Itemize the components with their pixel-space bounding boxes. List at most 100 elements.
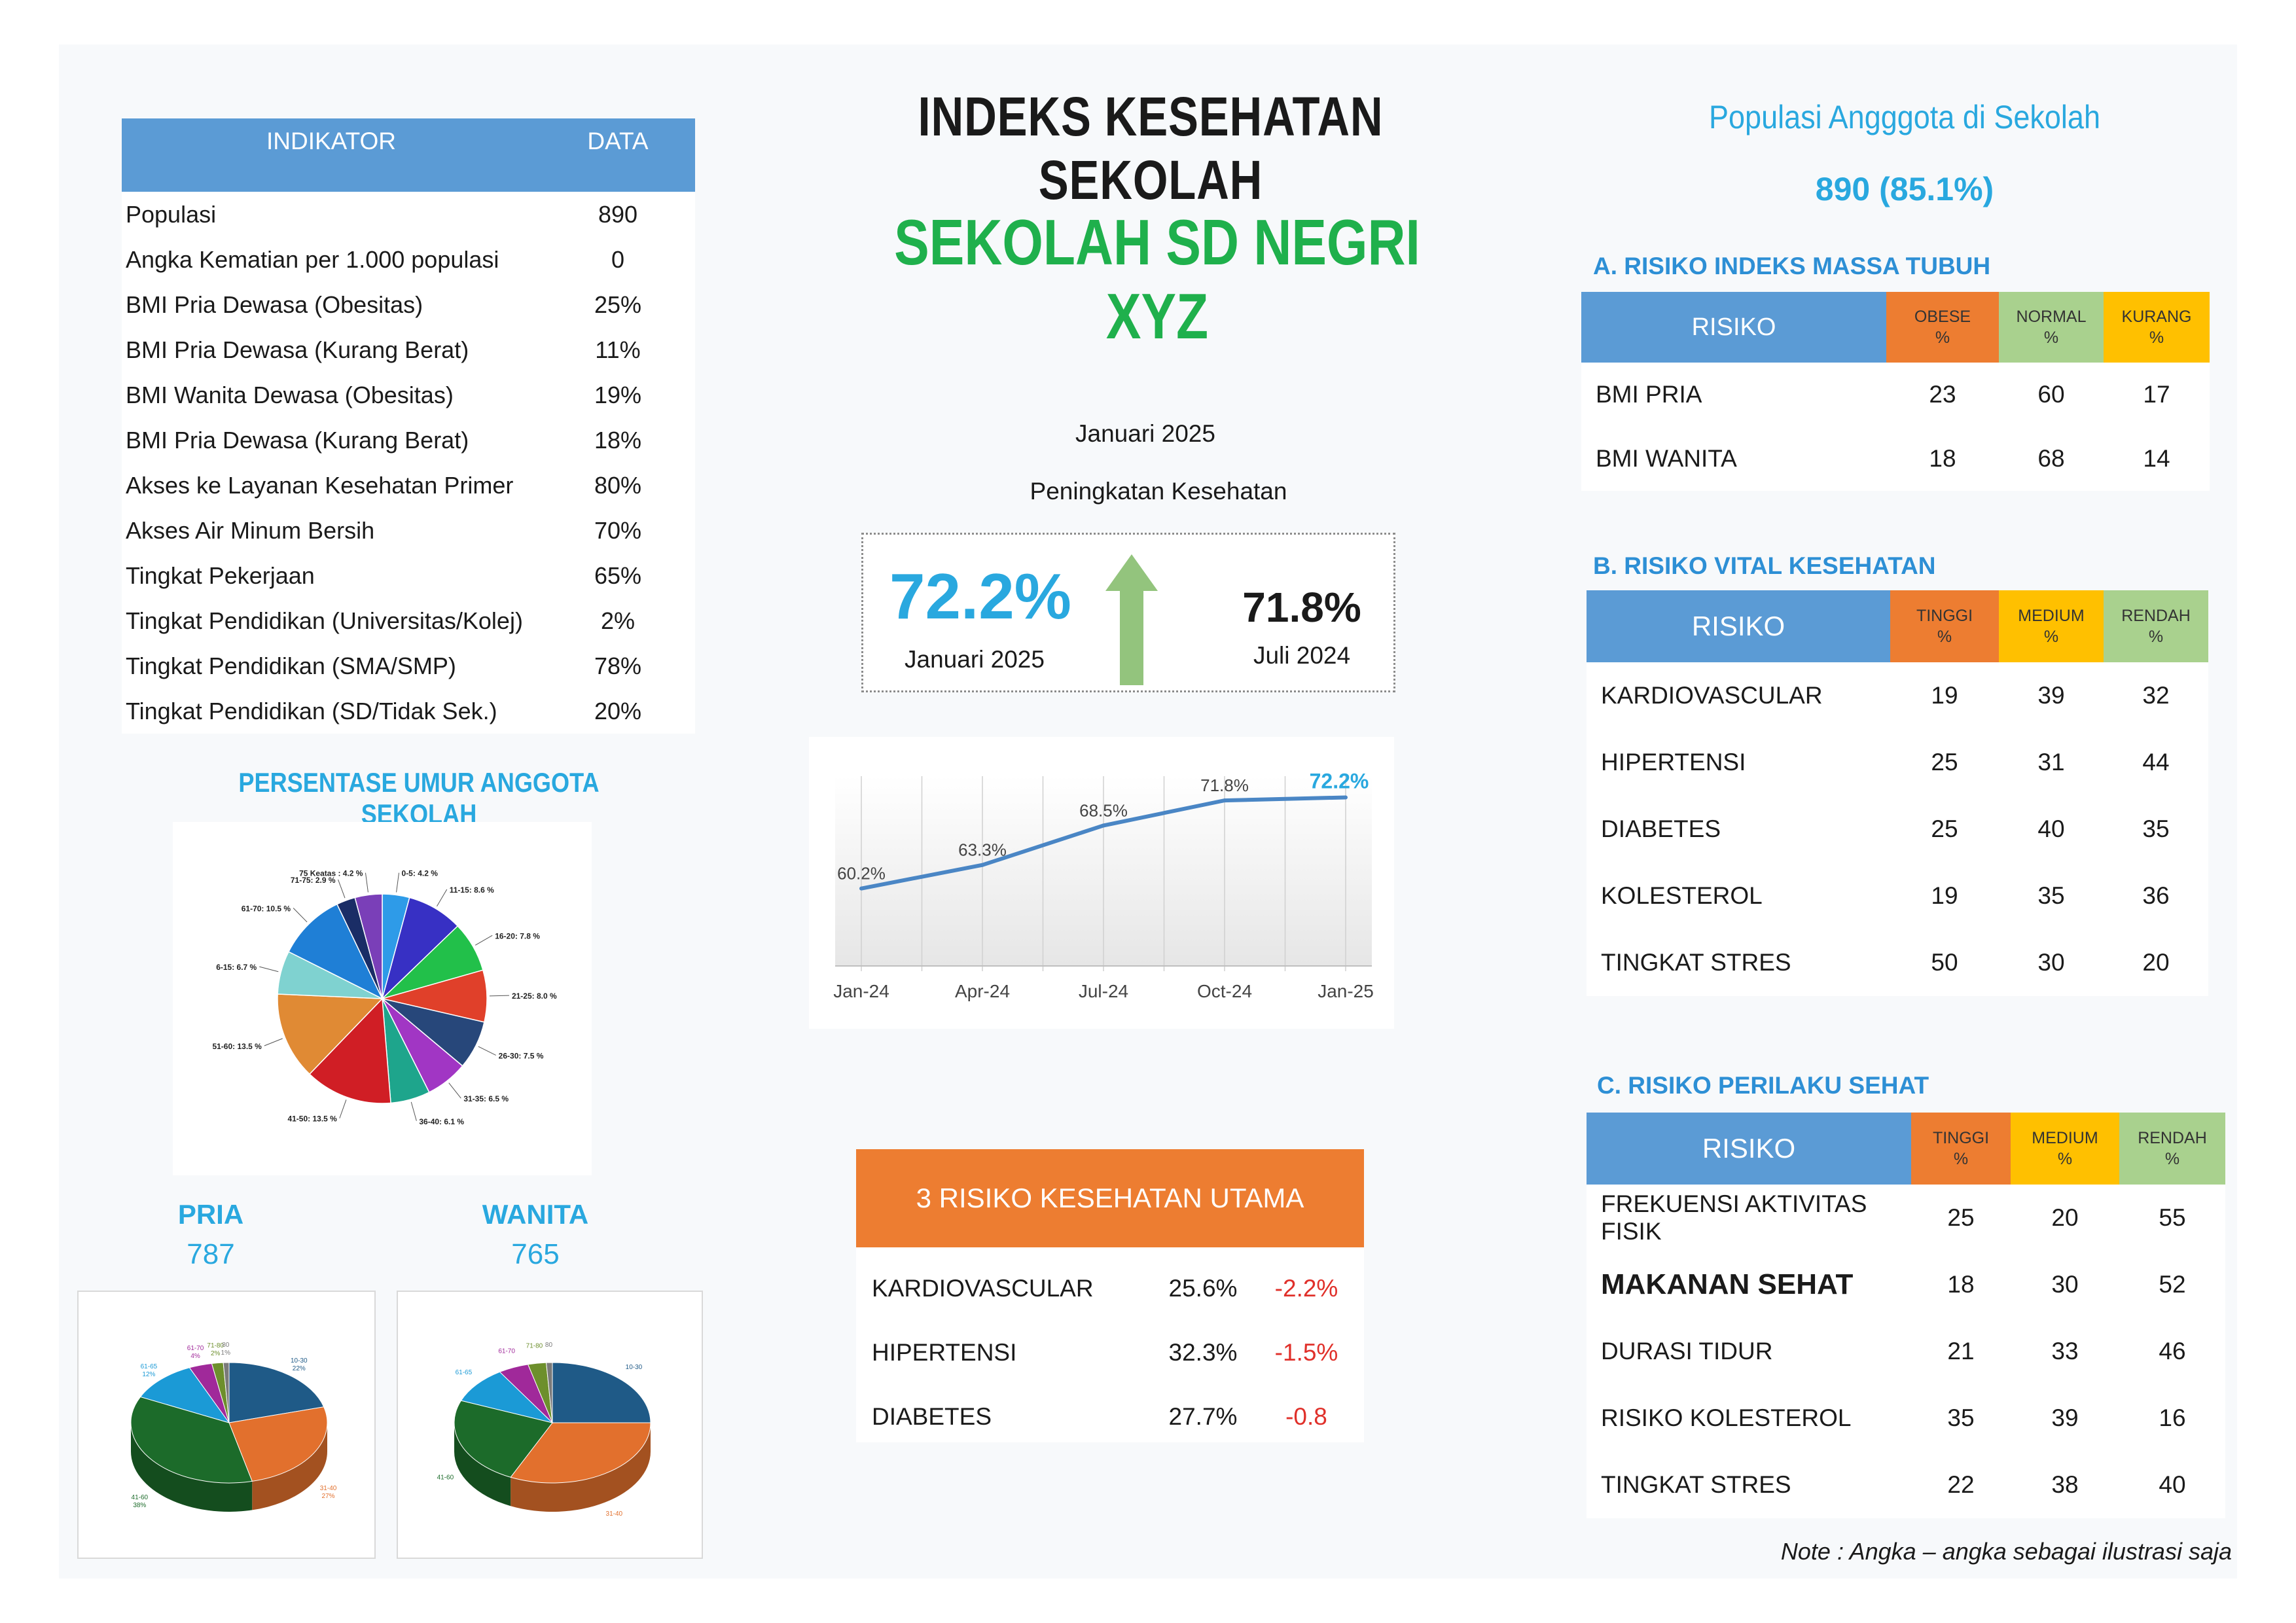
bmi-normal-label: NORMAL [2016, 308, 2087, 326]
top-risk-change: -1.5% [1274, 1339, 1338, 1366]
behavior-row: TINGKAT STRES 22 38 40 [1587, 1452, 2225, 1518]
current-value: 72.2% [889, 560, 1071, 632]
trend-data-label: 68.5% [1079, 800, 1128, 820]
indicator-row: BMI Wanita Dewasa (Obesitas) 19% [122, 372, 695, 418]
age-pie-slice [381, 897, 459, 1001]
age-pie-leader [478, 1046, 496, 1056]
behavior-row-v1: 25 [1911, 1185, 2011, 1251]
indicator-value: 65% [541, 553, 695, 598]
age-pie-label: 26-30: 7.5 % [499, 1051, 544, 1060]
indicator-value: 70% [541, 508, 695, 553]
vital-row: DIABETES 25 40 35 [1587, 796, 2208, 863]
behavior-rendah-pct: % [2164, 1150, 2180, 1168]
bmi-row-v3: 17 [2104, 363, 2210, 427]
improvement-title: Peningkatan Kesehatan [1030, 478, 1287, 505]
age-pie-label: 51-60: 13.5 % [212, 1042, 262, 1051]
indicator-value: 20% [541, 688, 695, 734]
pria-count: 787 [187, 1238, 235, 1270]
behavior-row-v2: 30 [2011, 1251, 2119, 1318]
age-pie-leader [448, 1082, 461, 1099]
pria-pie-slice [228, 1406, 328, 1482]
vital-row-v3: 35 [2104, 796, 2208, 863]
wanita-pie-label: 71-80 [526, 1342, 543, 1349]
behavior-table-header: RISIKO TINGGI% MEDIUM% RENDAH% [1587, 1113, 2225, 1185]
trend-data-label: 60.2% [837, 864, 886, 883]
wanita-pie-label-line: 41-60 [437, 1474, 454, 1482]
vital-row-v2: 30 [1999, 929, 2104, 996]
wanita-pie-label: 80 [545, 1342, 553, 1349]
pria-pie-label-line: 4% [190, 1353, 200, 1360]
footnote: Note : Angka – angka sebagai ilustrasi s… [1780, 1538, 2232, 1565]
age-pie-leader [410, 1101, 417, 1121]
age-pie-slice [354, 893, 383, 999]
dashboard-canvas: INDEKS KESEHATAN SEKOLAH SEKOLAH SD NEGR… [59, 45, 2237, 1578]
vital-row-v1: 25 [1890, 796, 1999, 863]
pria-pie-side [131, 1423, 253, 1512]
pria-pie-label-line: 31-40 [320, 1485, 337, 1492]
wanita-pie-label-line: 71-80 [526, 1342, 543, 1349]
wanita-pie-label-line: 10-30 [626, 1364, 643, 1371]
indicator-row: Akses Air Minum Bersih 70% [122, 508, 695, 553]
vital-risk-col: RISIKO [1587, 590, 1890, 662]
age-pie-slice [277, 993, 384, 1075]
trend-point [1102, 823, 1105, 828]
vital-tinggi-col: TINGGI% [1890, 590, 1999, 662]
vital-row-v3: 36 [2104, 863, 2208, 929]
indicator-label: BMI Pria Dewasa (Obesitas) [122, 282, 541, 327]
pria-pie-label-line: 80 [222, 1342, 230, 1349]
vital-row-v2: 39 [1999, 662, 2104, 729]
behavior-medium-pct: % [2057, 1150, 2073, 1168]
wanita-count: 765 [511, 1238, 560, 1270]
behavior-row: RISIKO KOLESTEROL 35 39 16 [1587, 1385, 2225, 1452]
pria-pie-label-line: 12% [142, 1371, 155, 1378]
behavior-row-v3: 16 [2119, 1385, 2225, 1452]
bmi-row-v1: 18 [1886, 427, 1999, 491]
wanita-pie-side [511, 1423, 651, 1512]
top-risk-row: DIABETES 27.7% -0.8 [856, 1385, 1364, 1449]
age-pie-label: 36-40: 6.1 % [419, 1117, 464, 1126]
vital-tinggi-label: TINGGI [1916, 607, 1973, 625]
pria-pie-label: 80 1% [221, 1342, 231, 1357]
wanita-pie-label-line: 61-70 [498, 1348, 515, 1355]
age-pie-label: 71-75: 2.9 % [291, 876, 336, 885]
vital-row-v1: 50 [1890, 929, 1999, 996]
indicator-value: 25% [541, 282, 695, 327]
trend-chart-panel: 60.2% Jan-24 63.3% Apr-24 68.5% Jul-24 71.8% Oc… [809, 737, 1394, 1029]
behavior-table-body: FREKUENSI AKTIVITAS FISIK 25 20 55 MAKANAN S… [1587, 1185, 2225, 1518]
wanita-pie-slice [454, 1400, 553, 1478]
age-pie-leader [293, 908, 308, 923]
behavior-tinggi-pct: % [1953, 1150, 1969, 1168]
indicator-row: Akses ke Layanan Kesehatan Primer 80% [122, 463, 695, 508]
top-risks-header: 3 RISIKO KESEHATAN UTAMA [856, 1149, 1364, 1247]
vital-medium-col: MEDIUM% [1999, 590, 2104, 662]
vital-row: KOLESTEROL 19 35 36 [1587, 863, 2208, 929]
improvement-box: 72.2% Januari 2025 71.8% Juli 2024 [861, 533, 1395, 692]
pria-pie-label-line: 10-30 [291, 1357, 308, 1364]
indicator-col-header: INDIKATOR [122, 118, 541, 192]
indicator-value: 19% [541, 372, 695, 418]
behavior-rendah-col: RENDAH% [2119, 1113, 2225, 1185]
trend-x-tick: Jan-25 [1318, 981, 1374, 1001]
vital-row-v3: 20 [2104, 929, 2208, 996]
up-arrow-icon [1105, 554, 1158, 685]
wanita-pie-label: 41-60 [437, 1474, 454, 1482]
top-risk-value: 25.6% [1168, 1275, 1238, 1302]
indicator-row: Tingkat Pendidikan (SD/Tidak Sek.) 20% [122, 688, 695, 734]
bmi-normal-col: NORMAL% [1999, 292, 2104, 363]
bmi-section-title: A. RISIKO INDEKS MASSA TUBUH [1593, 253, 1991, 279]
vital-table-body: KARDIOVASCULAR 19 39 32 HIPERTENSI 25 31 44 DIAB… [1587, 662, 2208, 996]
behavior-section-title: C. RISIKO PERILAKU SEHAT [1597, 1072, 1929, 1099]
vital-rendah-label: RENDAH [2121, 607, 2191, 625]
previous-label: Juli 2024 [1253, 642, 1351, 669]
behavior-tinggi-col: TINGGI% [1911, 1113, 2011, 1185]
vital-table: RISIKO TINGGI% MEDIUM% RENDAH% KARDIOVAS… [1587, 590, 2208, 996]
behavior-row-v1: 18 [1911, 1251, 2011, 1318]
behavior-row-name: DURASI TIDUR [1587, 1318, 1911, 1385]
indicator-row: BMI Pria Dewasa (Kurang Berat) 18% [122, 418, 695, 463]
bmi-kurang-col: KURANG% [2104, 292, 2210, 363]
vital-medium-pct: % [2043, 628, 2059, 646]
trend-x-tick: Apr-24 [955, 981, 1010, 1001]
indicator-value: 80% [541, 463, 695, 508]
age-pie-slice [308, 997, 391, 1104]
age-pie-slice [287, 903, 384, 1000]
